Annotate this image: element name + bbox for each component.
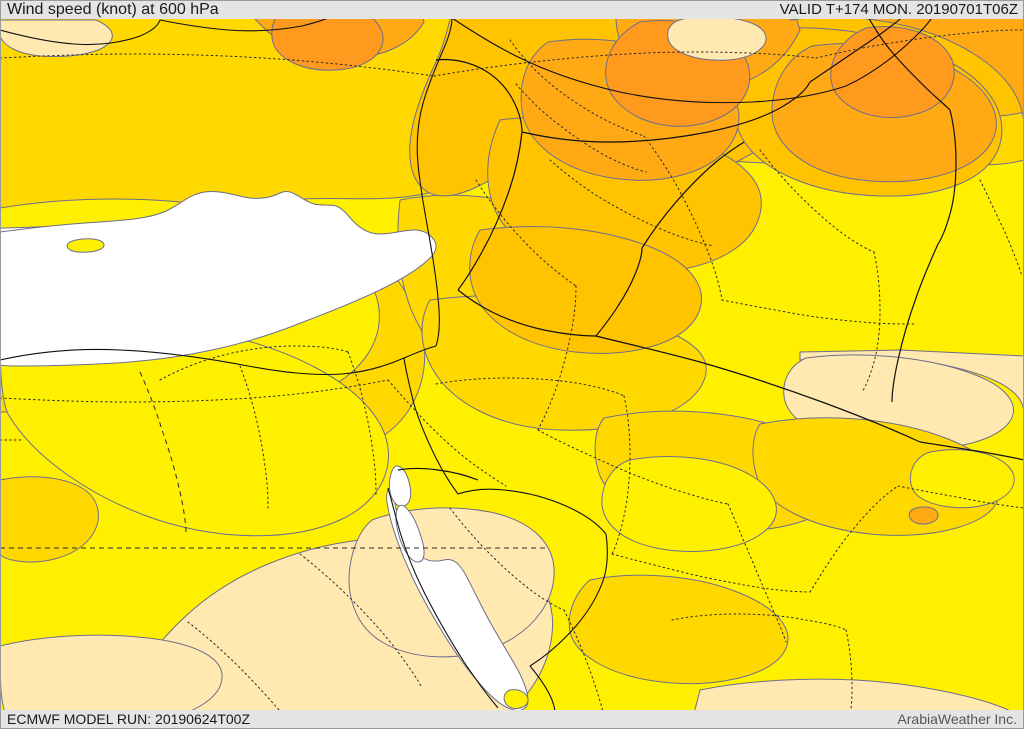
contour-inner-lobes [0, 410, 1015, 685]
map-footer-bar: ECMWF MODEL RUN: 20190624T00Z ArabiaWeat… [0, 710, 1024, 729]
internal-borders-dashed [0, 371, 548, 549]
valid-time-label: VALID T+174 MON. 20190701T06Z [779, 1, 1018, 18]
page-title: Wind speed (knot) at 600 hPa [7, 1, 219, 18]
provider-credit-label: ArabiaWeather Inc. [897, 711, 1017, 727]
coastlines [0, 0, 943, 725]
internal-borders-dotted [0, 29, 1024, 729]
contour-band-lowest-mediterranean [0, 191, 437, 367]
national-borders-solid [397, 0, 1024, 481]
model-run-label: ECMWF MODEL RUN: 20190624T00Z [7, 711, 250, 727]
map-header-bar: Wind speed (knot) at 600 hPa VALID T+174… [0, 0, 1024, 19]
